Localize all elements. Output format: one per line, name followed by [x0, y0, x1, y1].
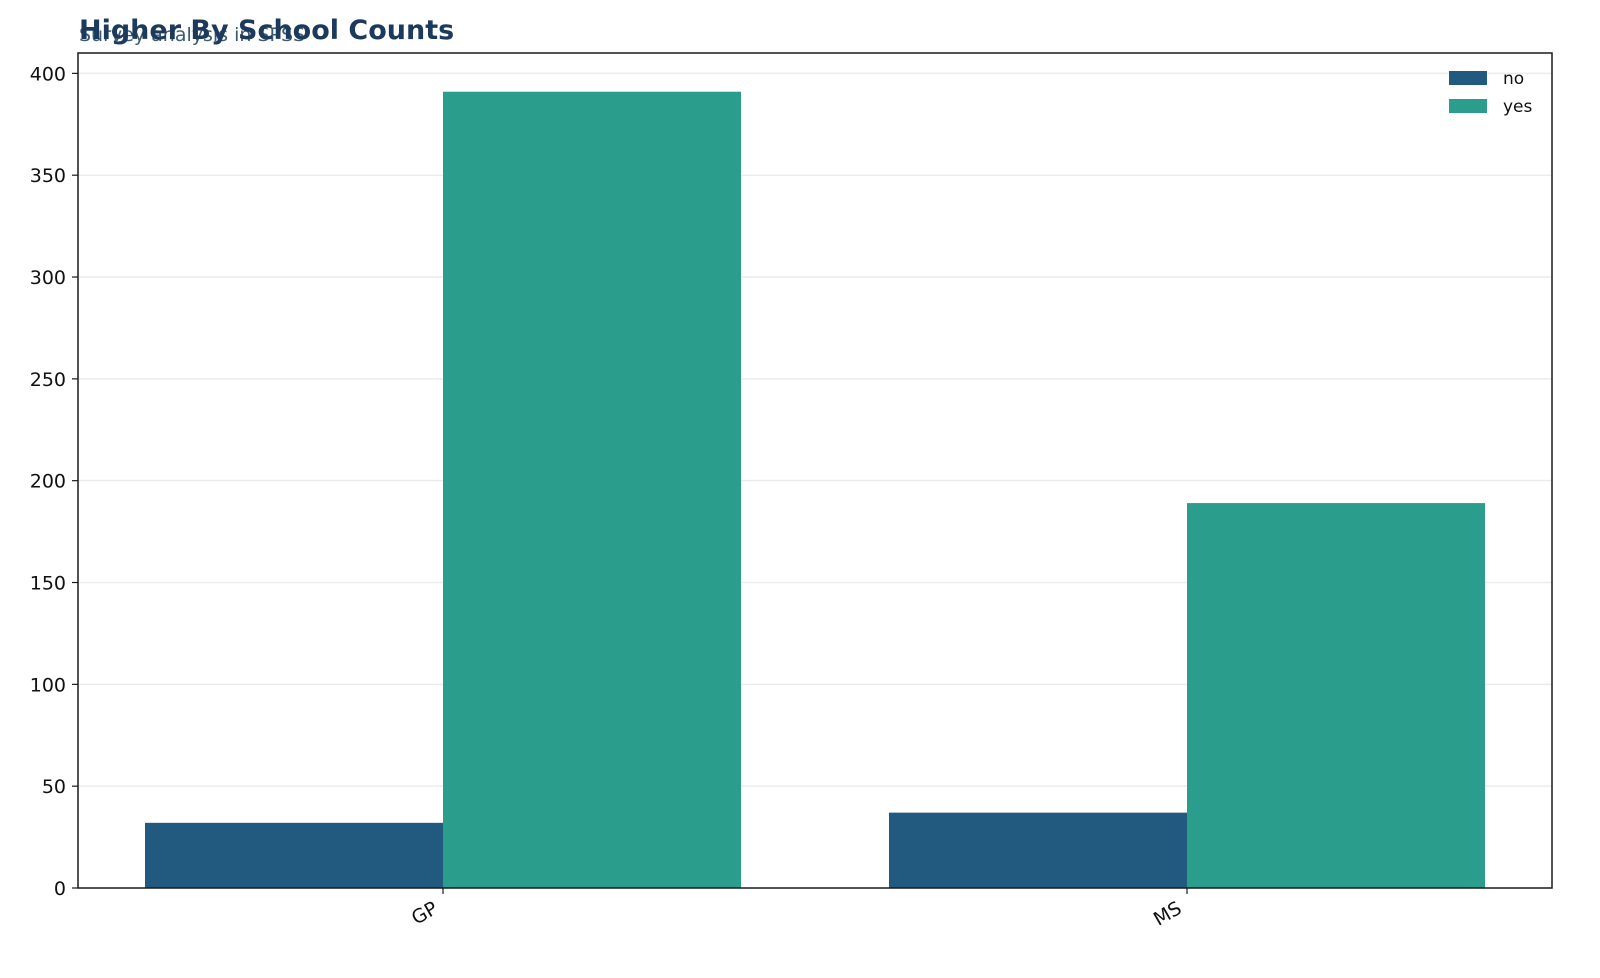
legend-swatch-no: [1449, 71, 1487, 85]
y-tick-label: 200: [30, 471, 66, 493]
y-tick-label: 250: [30, 369, 66, 391]
x-axis: GP MS: [408, 888, 1188, 931]
bar-no-GP: [145, 822, 443, 888]
y-tick-label: 50: [42, 776, 66, 798]
chart-subtitle: Survey analysis in SPSS: [79, 24, 305, 46]
y-axis: 0 50 100 150 200 250 300 350 400: [30, 63, 78, 900]
legend-label-no: no: [1503, 69, 1524, 89]
x-tick-label: MS: [1150, 897, 1186, 930]
bar-yes-GP: [443, 91, 741, 888]
y-tick-label: 150: [30, 573, 66, 595]
y-tick-label: 100: [30, 674, 66, 696]
y-tick-label: 350: [30, 165, 66, 187]
bars: [145, 91, 1485, 888]
bar-no-MS: [889, 812, 1187, 888]
legend-swatch-yes: [1449, 99, 1487, 113]
chart-title: Higher By School Counts: [79, 15, 454, 46]
plot-frame: [77, 52, 1553, 889]
legend: no yes: [1449, 69, 1533, 117]
x-tick-label: GP: [408, 897, 442, 929]
bar-yes-MS: [1187, 503, 1485, 888]
y-tick-label: 0: [54, 878, 66, 900]
legend-label-yes: yes: [1503, 97, 1533, 117]
y-tick-label: 300: [30, 267, 66, 289]
grid-lines: [78, 72, 1552, 787]
y-tick-label: 400: [30, 63, 66, 85]
